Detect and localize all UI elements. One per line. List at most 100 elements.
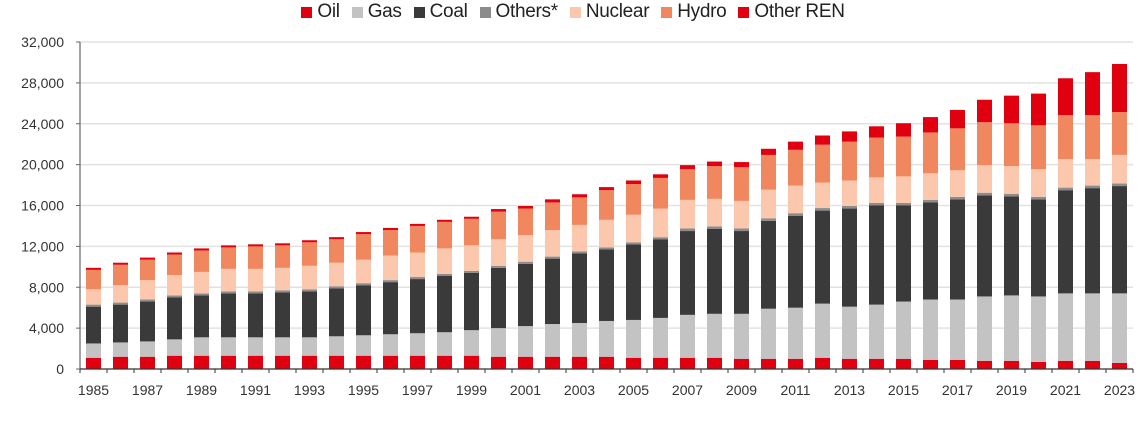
bar-other-ren-1985 <box>86 267 101 270</box>
bar-oil-1985 <box>86 357 101 369</box>
bar-others-1993 <box>302 289 317 292</box>
y-tick-label: 12,000 <box>21 238 64 254</box>
bar-gas-1994 <box>329 336 344 356</box>
y-tick-label: 4,000 <box>29 320 64 336</box>
legend-item-coal: Coal <box>413 1 468 23</box>
bar-gas-2016 <box>923 299 938 360</box>
bar-nuclear-2020 <box>1031 169 1046 197</box>
bar-hydro-2014 <box>869 137 884 178</box>
bar-nuclear-2001 <box>518 235 533 262</box>
x-tick-label: 2011 <box>780 382 810 398</box>
bar-gas-2012 <box>815 303 830 358</box>
bar-other-ren-2015 <box>896 123 911 137</box>
bar-hydro-2001 <box>518 208 533 236</box>
bar-nuclear-2007 <box>680 199 695 229</box>
bar-coal-2017 <box>950 199 965 300</box>
bar-other-ren-1997 <box>410 223 425 226</box>
bar-others-2013 <box>842 206 857 209</box>
bar-gas-2000 <box>491 328 506 357</box>
y-tick-label: 28,000 <box>21 75 64 91</box>
bar-other-ren-2006 <box>653 174 668 178</box>
bar-gas-2023 <box>1112 293 1127 363</box>
bar-nuclear-2006 <box>653 208 668 238</box>
bar-hydro-1998 <box>437 221 452 249</box>
bar-other-ren-2007 <box>680 165 695 170</box>
bar-gas-1992 <box>275 337 290 356</box>
bar-hydro-2000 <box>491 211 506 240</box>
bar-others-2007 <box>680 228 695 232</box>
bar-oil-1986 <box>113 356 128 369</box>
bar-coal-2008 <box>707 229 722 314</box>
bar-coal-2010 <box>761 220 776 309</box>
x-tick-label: 1997 <box>402 382 433 398</box>
bar-oil-1995 <box>356 355 371 369</box>
x-tick-label: 2015 <box>888 382 919 398</box>
bar-other-ren-2022 <box>1085 72 1100 116</box>
bar-oil-1999 <box>464 355 479 369</box>
bar-gas-1986 <box>113 342 128 357</box>
legend-item-other-ren: Other REN <box>738 1 845 23</box>
bar-other-ren-1989 <box>194 248 209 251</box>
bar-hydro-2003 <box>572 197 587 225</box>
x-tick-label: 2021 <box>1050 382 1081 398</box>
bar-gas-2007 <box>680 314 695 358</box>
bar-oil-2018 <box>977 360 992 369</box>
y-tick-label: 32,000 <box>21 34 64 50</box>
bar-other-ren-2020 <box>1031 93 1046 126</box>
bar-other-ren-2021 <box>1058 78 1073 116</box>
bar-gas-2017 <box>950 299 965 360</box>
bar-oil-2007 <box>680 357 695 369</box>
bar-hydro-2006 <box>653 177 668 209</box>
bar-gas-2008 <box>707 313 722 358</box>
bar-gas-1997 <box>410 333 425 356</box>
bar-gas-2018 <box>977 296 992 361</box>
bar-other-ren-2003 <box>572 194 587 198</box>
bar-other-ren-1999 <box>464 216 479 219</box>
bar-others-1985 <box>86 304 101 307</box>
bar-other-ren-1987 <box>140 257 155 260</box>
bar-others-2002 <box>545 256 560 259</box>
bar-oil-1989 <box>194 355 209 369</box>
bar-oil-1997 <box>410 355 425 369</box>
bar-coal-1986 <box>113 304 128 343</box>
bar-others-1994 <box>329 286 344 289</box>
bar-hydro-1986 <box>113 264 128 286</box>
x-tick-label: 2005 <box>618 382 649 398</box>
bar-hydro-2011 <box>788 149 803 186</box>
bar-coal-1996 <box>383 282 398 335</box>
bar-gas-1989 <box>194 337 209 356</box>
bar-gas-1998 <box>437 332 452 356</box>
bar-oil-2021 <box>1058 360 1073 369</box>
bar-nuclear-2022 <box>1085 159 1100 186</box>
bar-gas-1999 <box>464 330 479 356</box>
bar-oil-1992 <box>275 355 290 369</box>
bar-coal-2006 <box>653 239 668 318</box>
bar-others-1992 <box>275 290 290 293</box>
bar-nuclear-1997 <box>410 252 425 278</box>
bar-gas-2004 <box>599 320 614 357</box>
bar-oil-2005 <box>626 357 641 369</box>
bar-coal-1993 <box>302 291 317 338</box>
bar-other-ren-2001 <box>518 206 533 209</box>
bar-hydro-2007 <box>680 169 695 200</box>
bar-gas-2011 <box>788 307 803 359</box>
bar-oil-2012 <box>815 357 830 369</box>
bar-nuclear-2016 <box>923 173 938 200</box>
bar-others-2004 <box>599 247 614 250</box>
bar-nuclear-2003 <box>572 224 587 252</box>
bar-other-ren-2000 <box>491 209 506 212</box>
bar-others-2021 <box>1058 187 1073 191</box>
bar-nuclear-1995 <box>356 259 371 284</box>
bar-hydro-1989 <box>194 250 209 272</box>
bar-oil-1990 <box>221 355 236 369</box>
bar-other-ren-2014 <box>869 126 884 138</box>
bar-coal-2020 <box>1031 199 1046 297</box>
bar-coal-1994 <box>329 288 344 337</box>
bar-oil-2023 <box>1112 362 1127 369</box>
bar-others-1988 <box>167 295 182 298</box>
bar-hydro-1993 <box>302 242 317 266</box>
x-tick-label: 1987 <box>132 382 163 398</box>
x-tick-label: 2001 <box>510 382 541 398</box>
bar-nuclear-2011 <box>788 185 803 214</box>
bar-coal-2023 <box>1112 186 1127 294</box>
